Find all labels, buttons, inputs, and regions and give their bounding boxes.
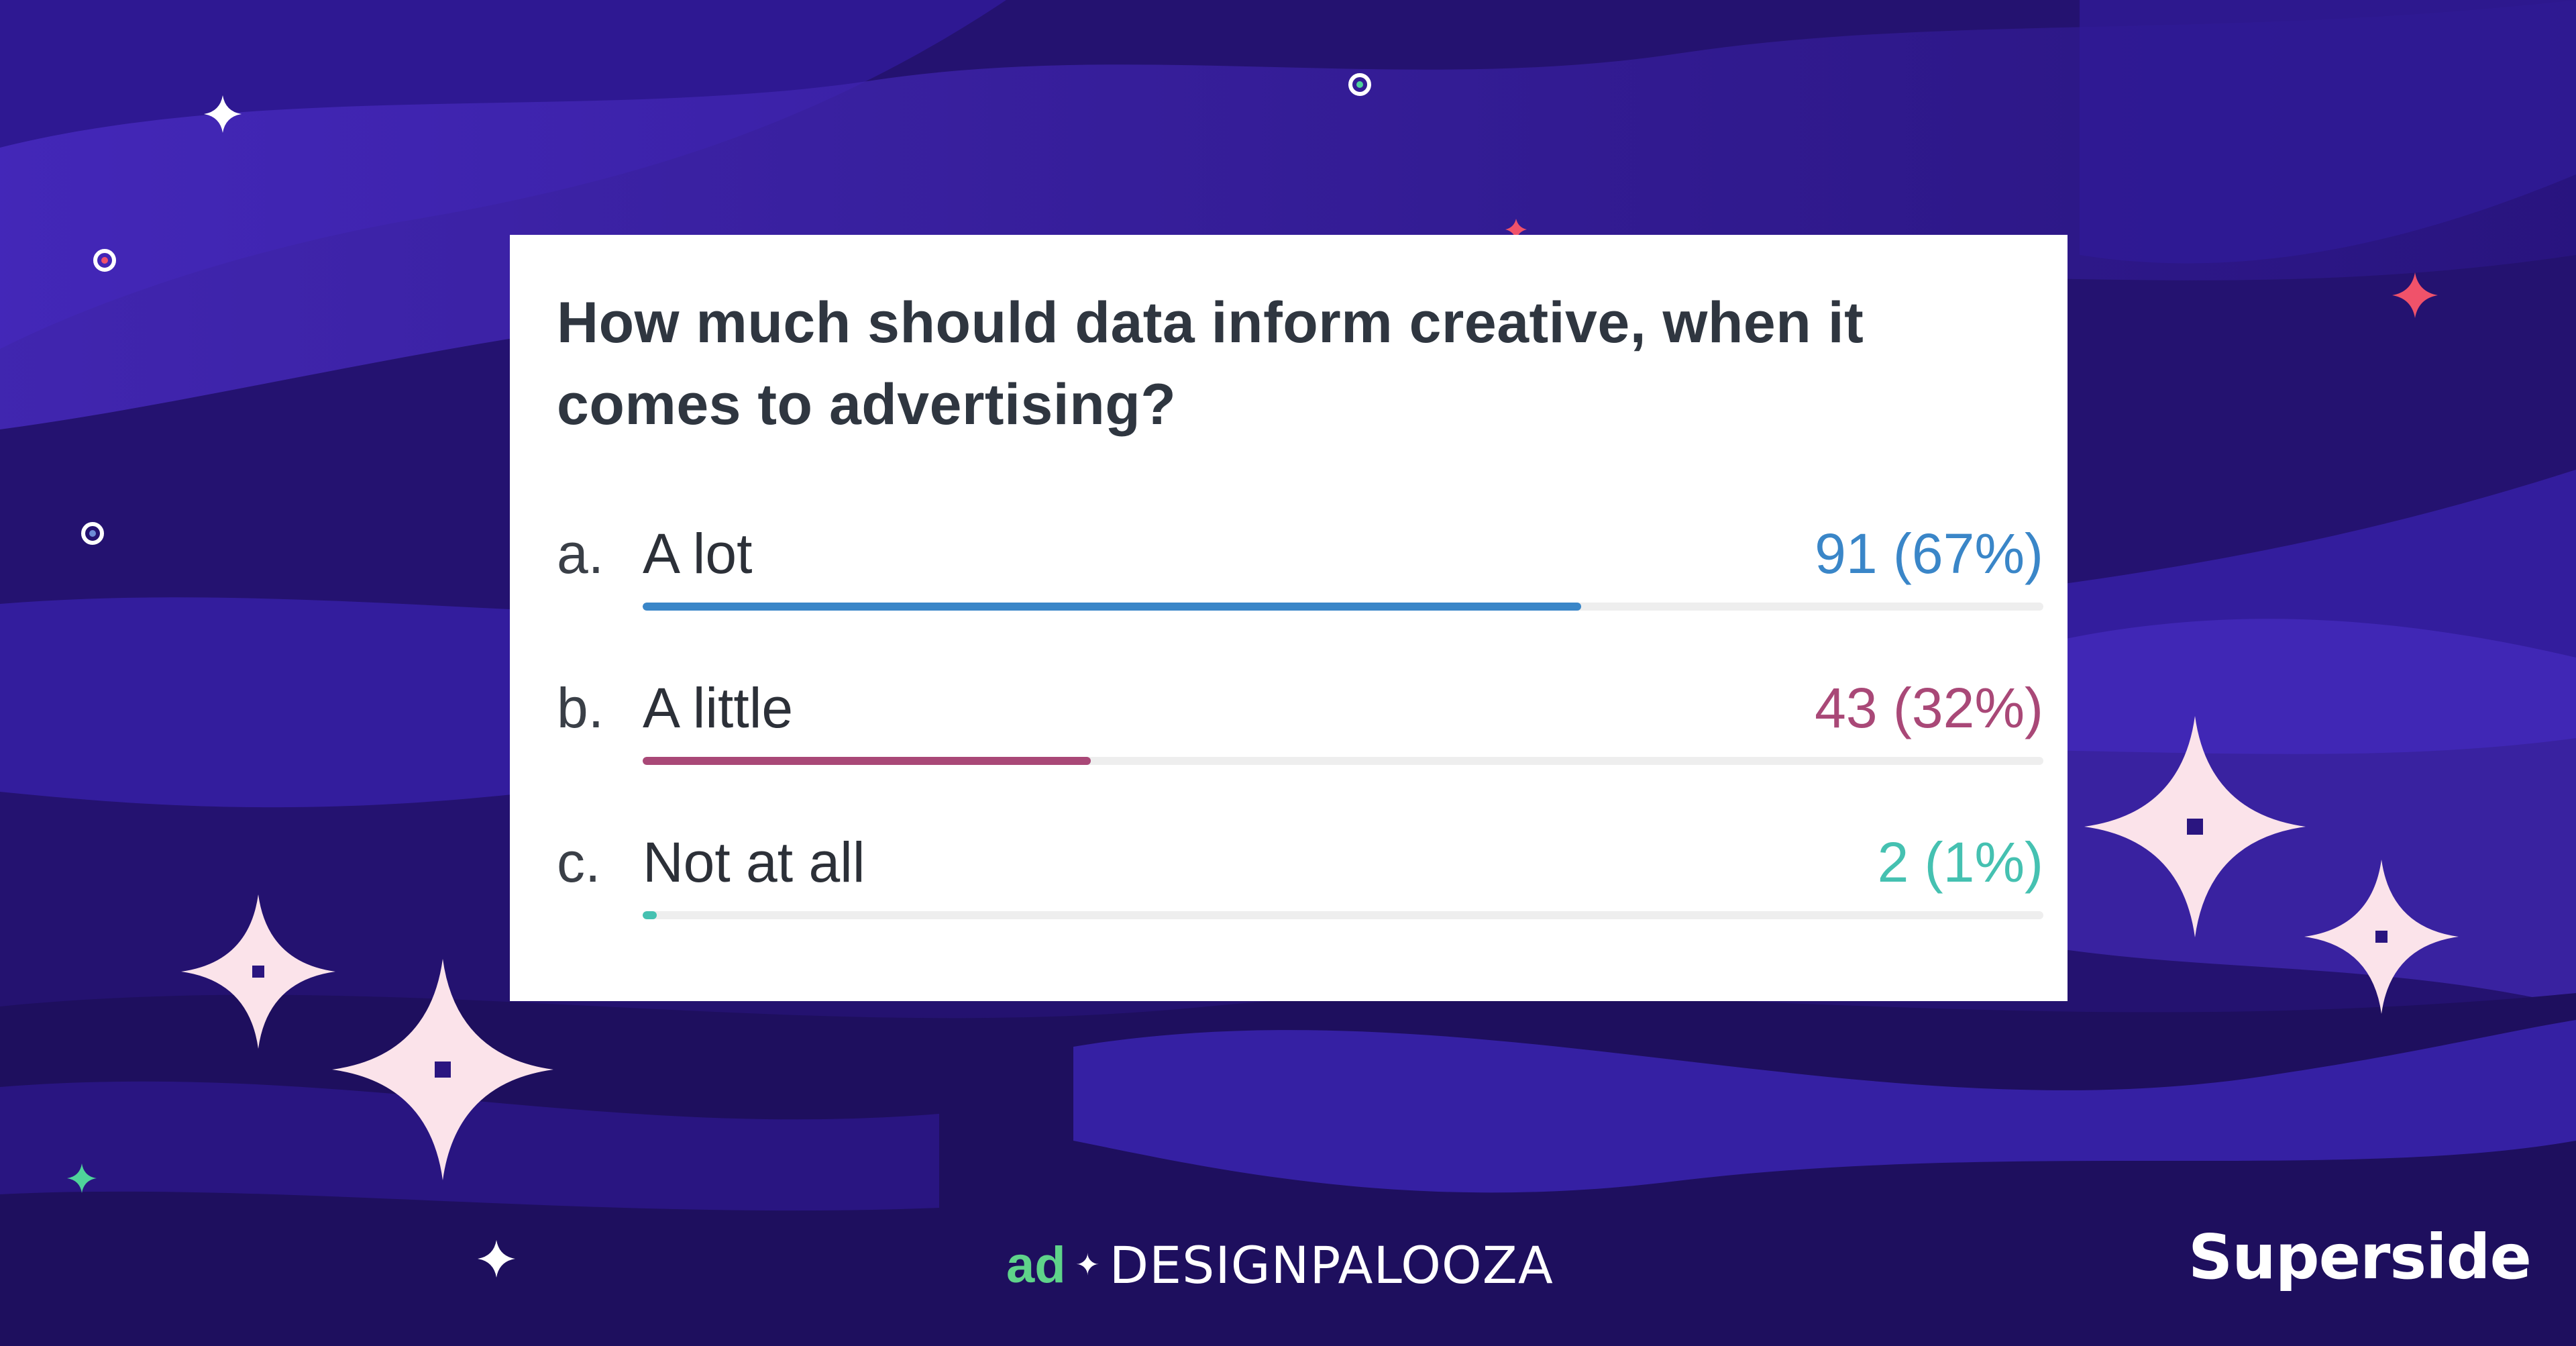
small-sparkle-icon [1505, 219, 1527, 240]
option-label: A little [643, 676, 794, 739]
ring-dot-icon [81, 522, 104, 545]
small-sparkle-icon [478, 1240, 515, 1278]
logo-wordmark: DESIGNPALOOZA [1109, 1235, 1554, 1295]
small-sparkle-icon [2392, 272, 2438, 318]
superside-logo: Superside [2188, 1221, 2532, 1308]
sparkle-star-icon [332, 959, 553, 1180]
option-letter: b. [557, 676, 604, 739]
option-result: 43 (32%) [1815, 676, 2043, 739]
result-bar-track [643, 911, 2043, 919]
result-bar-fill [643, 757, 1091, 765]
designpalooza-logo: ad ✦ DESIGNPALOOZA [1006, 1228, 1554, 1302]
option-result: 91 (67%) [1815, 522, 2043, 585]
ring-dot-icon [93, 249, 116, 272]
option-label: A lot [643, 522, 753, 585]
option-result: 2 (1%) [1877, 831, 2043, 894]
option-letter: c. [557, 831, 601, 894]
ring-dot-icon [1348, 73, 1371, 96]
result-bar-track [643, 603, 2043, 611]
sparkle-star-icon [2304, 860, 2459, 1014]
poll-option-a: a. A lot 91 (67%) [557, 517, 2043, 671]
sparkle-icon: ✦ [1075, 1248, 1100, 1282]
poll-option-b: b. A little 43 (32%) [557, 671, 2043, 825]
option-label: Not at all [643, 831, 865, 894]
result-bar-track [643, 757, 2043, 765]
option-letter: a. [557, 522, 604, 585]
result-bar-fill [643, 603, 1581, 611]
small-sparkle-icon [67, 1163, 97, 1193]
sparkle-star-icon [181, 894, 335, 1049]
small-sparkle-icon [204, 95, 241, 133]
poll-option-c: c. Not at all 2 (1%) [557, 825, 2043, 980]
superside-wordmark: Superside [2188, 1221, 2532, 1293]
poll-results-card: How much should data inform creative, wh… [510, 235, 2068, 1001]
logo-prefix: ad [1006, 1236, 1066, 1294]
poll-question: How much should data inform creative, wh… [557, 291, 1864, 437]
poll-options: a. A lot 91 (67%) b. A little 43 (32%) c… [557, 517, 2043, 980]
result-bar-fill [643, 911, 657, 919]
sparkle-star-icon [2084, 716, 2306, 937]
